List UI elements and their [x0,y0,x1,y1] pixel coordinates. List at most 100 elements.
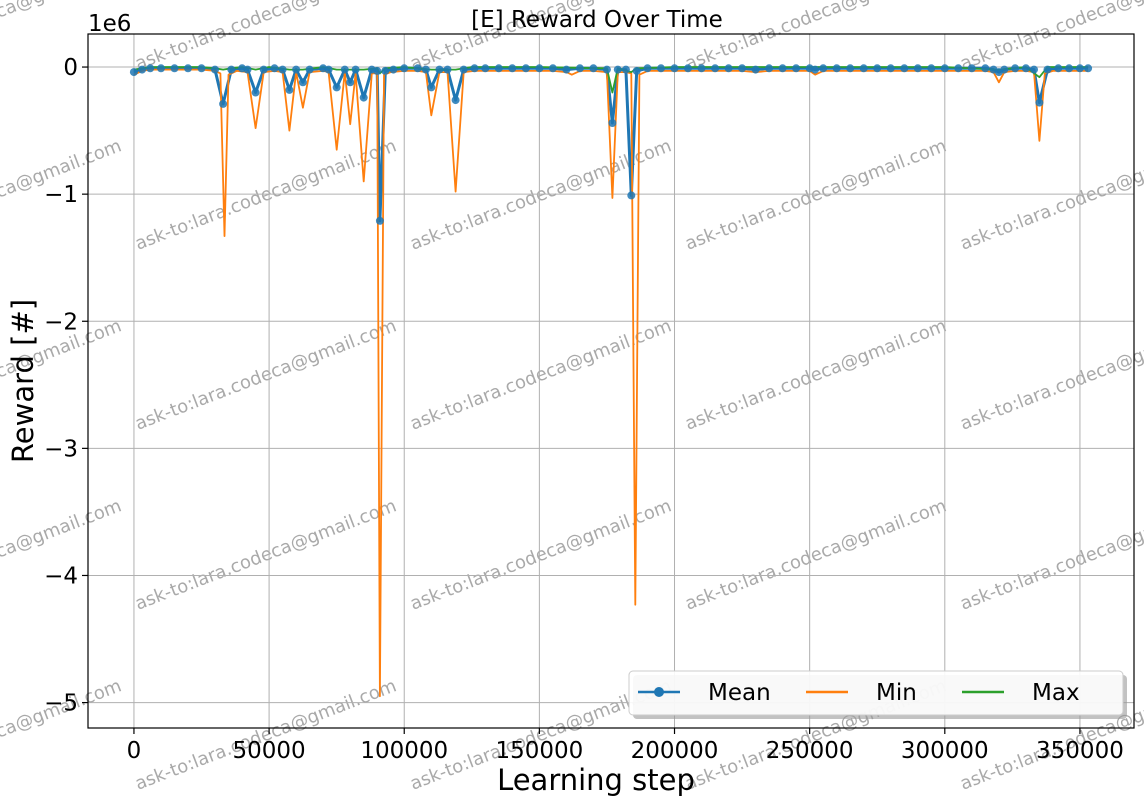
mean-point [521,64,530,73]
mean-point [421,65,430,74]
legend-label-mean: Mean [708,680,771,706]
mean-point [697,64,706,73]
x-tick-label: 100000 [360,738,448,764]
mean-point [359,93,368,102]
mean-point [227,65,236,74]
mean-point [778,64,787,73]
mean-point [927,64,936,73]
mean-point [184,64,192,73]
mean-point [738,64,747,73]
legend: Mean Min Max [628,670,1127,719]
mean-point [811,65,820,74]
y-tick-label: −1 [44,182,78,208]
mean-point [481,64,490,73]
mean-point [711,64,720,73]
mean-point [427,83,436,92]
mean-point [643,64,652,73]
mean-point [470,64,479,73]
legend-label-max: Max [1032,680,1080,706]
mean-point [657,64,665,73]
mean-point [724,64,733,73]
mean-point [832,64,841,73]
mean-point [219,99,228,108]
watermark-text: ask-to:lara.codeca@gmail.com [132,135,399,254]
mean-point [413,64,422,73]
mean-point [967,64,976,73]
mean-point [459,65,468,74]
watermark-text: ask-to:lara.codeca@gmail.com [682,135,949,254]
mean-point [846,64,855,73]
mean-point [589,64,598,73]
x-tick-label: 350000 [1036,738,1124,764]
mean-point [792,64,801,73]
mean-point [602,65,611,74]
mean-point [251,88,260,97]
y-tick-label: −4 [44,563,78,589]
mean-point [211,65,219,74]
mean-point [332,83,341,92]
y-offset-label: 1e6 [88,11,131,37]
mean-point [886,64,895,73]
mean-point [1000,65,1009,74]
mean-point [381,66,390,75]
y-axis-label: Reward [#] [6,299,40,463]
mean-point [1035,98,1044,107]
watermark-text: ask-to:lara.codeca@gmail.com [132,495,399,614]
mean-point [324,65,333,74]
y-tick-label: −3 [44,436,78,462]
x-axis-label: Learning step [497,763,695,797]
mean-point [146,64,155,73]
y-tick-label: −5 [44,691,78,717]
x-tick-label: 50000 [233,738,306,764]
x-tick-label: 150000 [495,738,583,764]
mean-point [765,64,774,73]
watermark-text: ask-to:lara.codeca@gmail.com [682,315,949,434]
mean-point [508,64,517,73]
mean-point [1043,65,1052,74]
legend-label-min: Min [876,680,917,706]
mean-point [129,68,138,77]
mean-point [575,64,584,73]
mean-point [608,119,617,127]
mean-point [346,78,355,87]
mean-point [389,65,398,74]
watermark-text: ask-to:lara.codeca@gmail.com [957,0,1144,75]
legend-marker-mean [654,687,664,697]
mean-point [621,65,630,74]
mean-point [292,65,301,74]
mean-point [751,65,760,74]
x-tick-label: 0 [127,738,142,764]
mean-point [1030,65,1038,74]
legend-box [628,670,1124,716]
watermark-text: ask-to:lara.codeca@gmail.com [957,135,1144,254]
mean-point [259,65,268,74]
mean-point [873,64,882,73]
mean-point [627,191,636,200]
mean-point [981,64,990,73]
mean-point [859,64,868,73]
y-tick-label: −2 [44,309,78,335]
mean-point [278,65,287,74]
mean-point [494,64,503,73]
mean-point [351,65,360,74]
mean-point [138,65,147,74]
plot-frame [87,33,1135,729]
mean-point [1065,64,1074,73]
x-tick-label: 200000 [631,738,719,764]
watermark-text: ask-to:lara.codeca@gmail.com [132,0,399,75]
mean-point [451,96,460,105]
mean-point [270,64,279,73]
mean-point [298,78,307,87]
mean-point [1011,64,1020,73]
mean-point [340,65,349,74]
mean-point [400,64,409,73]
tick-layer: 0 50000 100000 150000 200000 250000 300000 3500… [44,55,1124,764]
watermark-text: ask-to:lara.codeca@gmail.com [132,315,399,434]
y-tick-label: 0 [63,55,78,81]
mean-point [285,85,294,94]
mean-point [535,64,544,73]
series-layer [129,64,1093,698]
mean-point [613,65,622,74]
x-tick-label: 250000 [766,738,854,764]
